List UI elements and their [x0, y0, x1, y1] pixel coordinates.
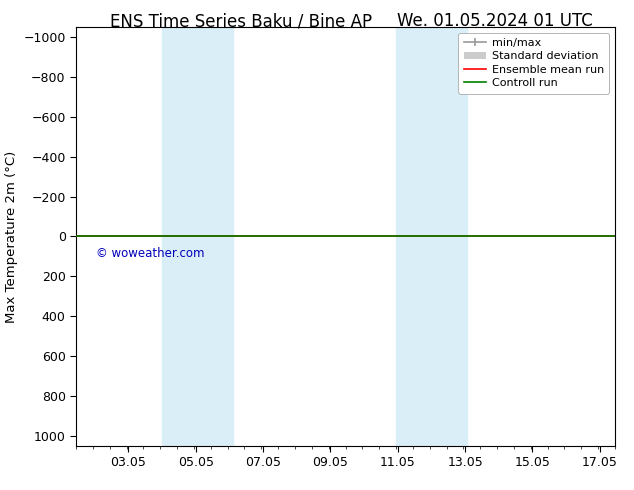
Y-axis label: Max Temperature 2m (°C): Max Temperature 2m (°C): [4, 150, 18, 322]
Bar: [162, 27, 233, 446]
Bar: [396, 27, 467, 446]
Text: © woweather.com: © woweather.com: [96, 247, 205, 260]
Text: ENS Time Series Baku / Bine AP: ENS Time Series Baku / Bine AP: [110, 12, 372, 30]
Legend: min/max, Standard deviation, Ensemble mean run, Controll run: min/max, Standard deviation, Ensemble me…: [458, 32, 609, 94]
Text: We. 01.05.2024 01 UTC: We. 01.05.2024 01 UTC: [397, 12, 592, 30]
